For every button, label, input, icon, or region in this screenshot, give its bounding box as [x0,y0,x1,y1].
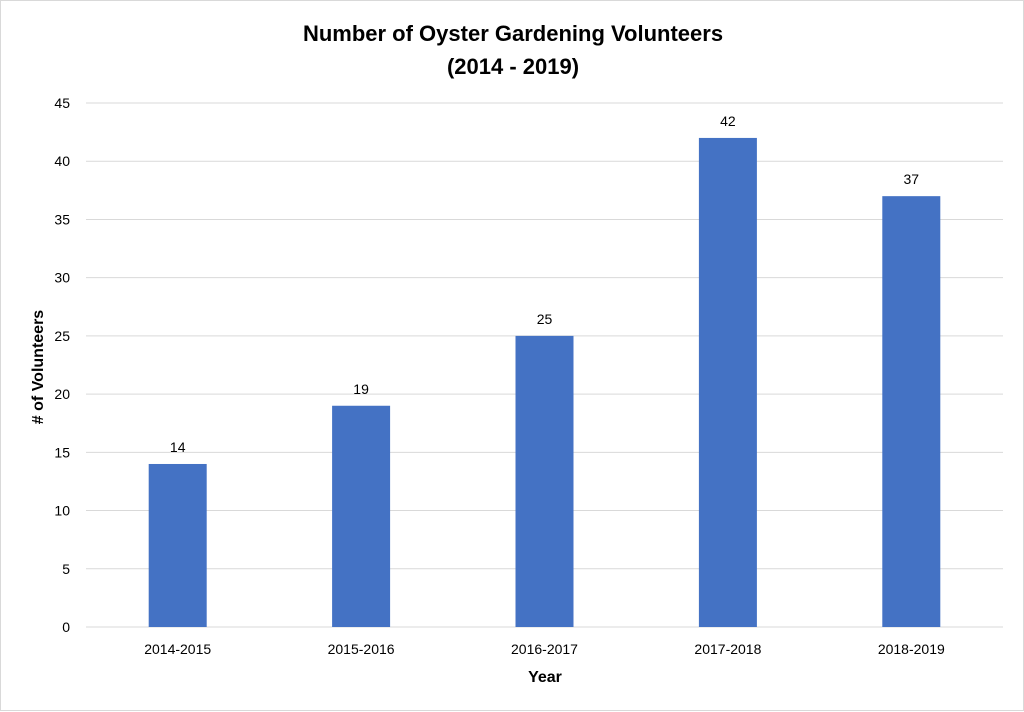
x-tick-label: 2014-2015 [144,641,211,657]
y-axis-label: # of Volunteers [30,310,47,424]
x-axis-label: Year [528,669,562,686]
x-tick-label: 2018-2019 [878,641,945,657]
y-tick-label: 30 [54,270,70,286]
bar [882,196,941,627]
y-tick-label: 15 [54,444,70,460]
data-label: 19 [353,381,369,397]
y-tick-label: 5 [62,561,70,577]
x-tick-label: 2015-2016 [328,641,395,657]
bar [148,463,207,627]
data-label: 25 [537,311,553,327]
data-label: 42 [720,113,736,129]
data-labels: 14 19 25 42 37 [170,113,919,455]
y-tick-label: 40 [54,153,70,169]
y-tick-label: 35 [54,211,70,227]
chart-subtitle: (2014 - 2019) [447,54,579,79]
x-tick-label: 2016-2017 [511,641,578,657]
y-axis-ticks: 0 5 10 15 20 25 30 35 40 45 [54,95,70,635]
y-tick-label: 45 [54,95,70,111]
x-axis-ticks: 2014-2015 2015-2016 2016-2017 2017-2018 2018… [144,641,945,657]
bars [148,137,941,627]
bar [698,137,757,627]
y-tick-label: 10 [54,503,70,519]
data-label: 14 [170,439,186,455]
chart-title: Number of Oyster Gardening Volunteers [303,21,723,46]
x-tick-label: 2017-2018 [694,641,761,657]
data-label: 37 [904,171,920,187]
y-tick-label: 25 [54,328,70,344]
bar [515,335,574,627]
y-tick-label: 0 [62,619,70,635]
bar [332,405,391,627]
y-tick-label: 20 [54,386,70,402]
